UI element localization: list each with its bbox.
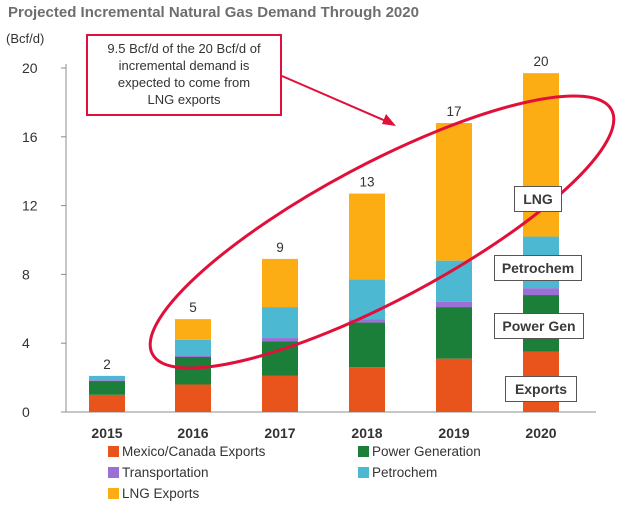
- legend-item-petrochem: Petrochem: [358, 465, 437, 480]
- legend-swatch: [108, 467, 119, 478]
- bar-total-label: 9: [276, 240, 284, 255]
- annotation-line: 9.5 Bcf/d of the 20 Bcf/d of: [107, 41, 261, 56]
- y-tick-label: 8: [22, 266, 30, 282]
- legend-swatch: [108, 488, 119, 499]
- segment-label-petrochem: Petrochem: [494, 255, 582, 281]
- legend-label: Power Generation: [372, 444, 481, 459]
- legend-item-power-generation: Power Generation: [358, 444, 481, 459]
- bar-total-label: 2: [103, 357, 111, 372]
- segment-label-exports: Exports: [505, 376, 577, 402]
- bar-segment-transportation: [89, 380, 125, 382]
- segment-label-power-gen: Power Gen: [494, 313, 584, 339]
- legend-item-transportation: Transportation: [108, 465, 209, 480]
- bar-segment-mexico-canada-exports: [175, 384, 211, 412]
- bar-segment-petrochem: [175, 339, 211, 356]
- legend-label: LNG Exports: [122, 486, 200, 501]
- bar-segment-petrochem: [262, 307, 298, 339]
- bar-segment-transportation: [523, 288, 559, 296]
- bar-segment-power-generation: [89, 381, 125, 395]
- legend-swatch: [358, 446, 369, 457]
- bar-segment-lng-exports: [349, 193, 385, 280]
- x-tick-label: 2018: [351, 425, 382, 441]
- annotation-box: 9.5 Bcf/d of the 20 Bcf/d of incremental…: [86, 34, 282, 116]
- legend: Mexico/Canada Exports Power Generation T…: [108, 444, 578, 508]
- bar-segment-lng-exports: [262, 258, 298, 308]
- annotation-arrow: [281, 75, 389, 123]
- x-tick-label: 2020: [525, 425, 556, 441]
- annotation-line: expected to come from: [117, 75, 251, 90]
- y-tick-label: 12: [22, 198, 38, 214]
- legend-item-lng-exports: LNG Exports: [108, 486, 199, 501]
- y-tick-label: 20: [22, 60, 38, 76]
- legend-swatch: [358, 467, 369, 478]
- chart-title: Projected Incremental Natural Gas Demand…: [8, 4, 419, 21]
- bar-segment-mexico-canada-exports: [262, 375, 298, 412]
- annotation-arrowhead: [382, 114, 396, 126]
- bar-segment-petrochem: [349, 279, 385, 320]
- y-tick-label: 0: [22, 404, 30, 420]
- legend-item-mexico-canada-exports: Mexico/Canada Exports: [108, 444, 265, 459]
- legend-label: Mexico/Canada Exports: [122, 444, 266, 459]
- bar-segment-power-generation: [175, 356, 211, 385]
- bar-segment-transportation: [436, 301, 472, 308]
- highlight-ellipse: [148, 94, 616, 370]
- x-tick-label: 2017: [264, 425, 295, 441]
- y-tick-label: 4: [22, 335, 30, 351]
- bar-segment-mexico-canada-exports: [89, 394, 125, 412]
- legend-label: Petrochem: [372, 465, 438, 480]
- x-tick-label: 2016: [177, 425, 208, 441]
- bar-segment-mexico-canada-exports: [349, 367, 385, 412]
- legend-swatch: [108, 446, 119, 457]
- bar-segment-power-generation: [349, 322, 385, 368]
- y-tick-label: 16: [22, 129, 38, 145]
- bar-segment-lng-exports: [436, 123, 472, 261]
- bar-segment-transportation: [349, 319, 385, 323]
- bar-total-label: 5: [189, 300, 197, 315]
- bar-segment-transportation: [262, 338, 298, 342]
- bar-segment-power-generation: [436, 307, 472, 359]
- bar-segment-petrochem: [89, 375, 125, 381]
- bar-segment-petrochem: [436, 260, 472, 302]
- bar-segment-lng-exports: [175, 319, 211, 340]
- bar-total-label: 13: [359, 175, 374, 190]
- x-tick-label: 2019: [438, 425, 469, 441]
- bar-segment-transportation: [175, 355, 211, 357]
- bar-total-label: 17: [446, 104, 461, 119]
- bar-segment-mexico-canada-exports: [436, 358, 472, 412]
- bar-total-label: 20: [533, 54, 548, 69]
- x-tick-label: 2015: [91, 425, 122, 441]
- y-axis-unit-label: (Bcf/d): [6, 31, 45, 46]
- legend-label: Transportation: [122, 465, 209, 480]
- annotation-line: incremental demand is: [118, 58, 250, 73]
- annotation-line: LNG exports: [147, 92, 221, 107]
- segment-label-lng: LNG: [514, 186, 562, 212]
